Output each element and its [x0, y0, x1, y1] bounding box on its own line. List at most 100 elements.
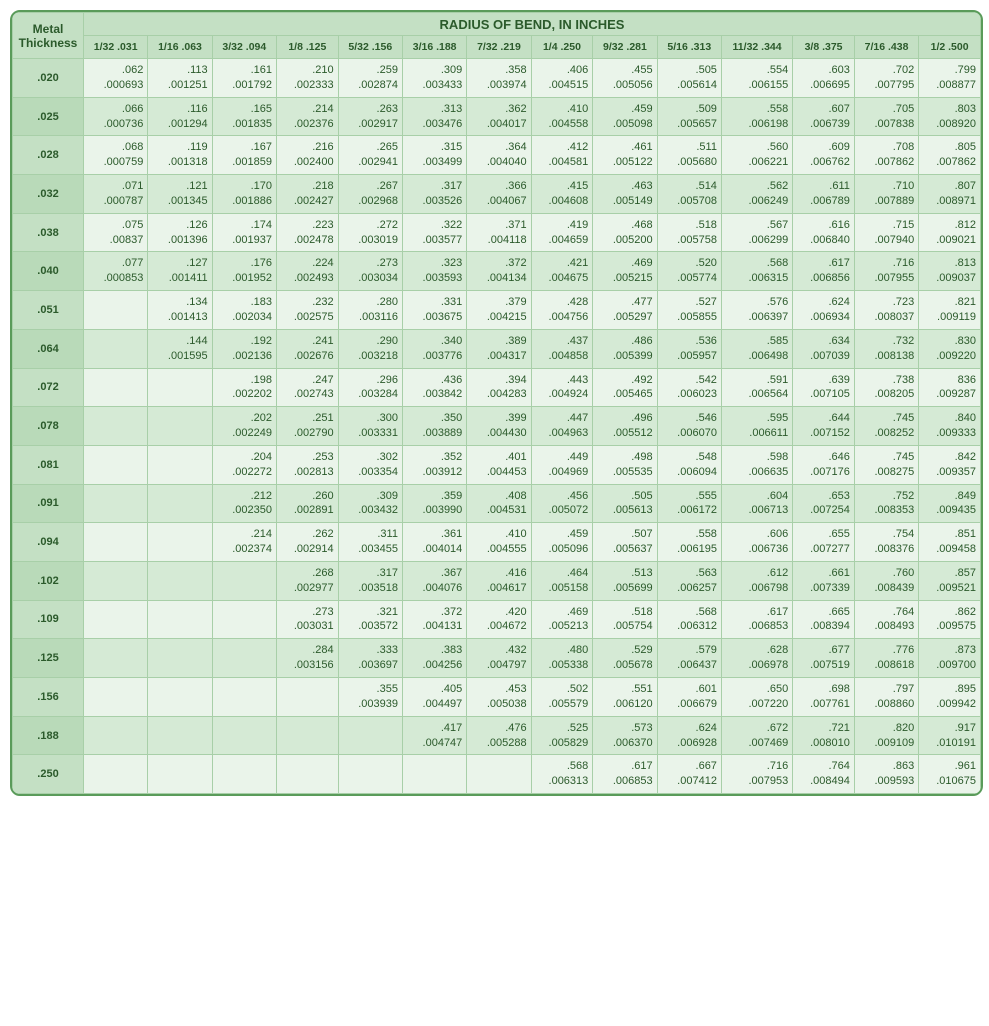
column-header: 9/32 .281 — [593, 36, 657, 59]
data-cell: .760.008439 — [854, 561, 918, 600]
data-cell: .611.006789 — [793, 175, 855, 214]
data-cell: .617.006856 — [793, 252, 855, 291]
data-cell: .812.009021 — [919, 213, 981, 252]
cell-value-top: .661 — [795, 566, 850, 581]
cell-value-top: .857 — [921, 566, 976, 581]
cell-value-bottom: .009458 — [921, 542, 976, 557]
cell-value-top: .453 — [469, 682, 526, 697]
cell-value-bottom: .002968 — [341, 194, 398, 209]
data-cell: .113.001251 — [148, 59, 212, 98]
cell-value-top: .253 — [279, 450, 334, 465]
data-cell: .653.007254 — [793, 484, 855, 523]
cell-value-bottom: .005708 — [660, 194, 717, 209]
data-cell: .321.003572 — [338, 600, 402, 639]
cell-value-top: .241 — [279, 334, 334, 349]
cell-value-bottom: .006789 — [795, 194, 850, 209]
data-cell: .212.002350 — [212, 484, 276, 523]
cell-value-top: .321 — [341, 605, 398, 620]
thickness-cell: .109 — [13, 600, 84, 639]
data-cell: .607.006739 — [793, 97, 855, 136]
cell-value-bottom: .002977 — [279, 581, 334, 596]
cell-value-bottom: .006437 — [660, 658, 717, 673]
data-cell: .710.007889 — [854, 175, 918, 214]
data-cell: .253.002813 — [276, 445, 338, 484]
cell-value-top: .492 — [595, 373, 652, 388]
cell-value-bottom: .007955 — [857, 271, 914, 286]
cell-value-top: .563 — [660, 566, 717, 581]
data-cell: .708.007862 — [854, 136, 918, 175]
data-cell — [84, 523, 148, 562]
data-cell: .555.006172 — [657, 484, 721, 523]
cell-value-bottom: .004659 — [534, 233, 589, 248]
data-cell: .453.005038 — [467, 678, 531, 717]
cell-value-bottom: .005200 — [595, 233, 652, 248]
cell-value-top: .716 — [724, 759, 788, 774]
data-cell: .745.008252 — [854, 407, 918, 446]
cell-value-bottom: .007469 — [724, 736, 788, 751]
cell-value-bottom: .007277 — [795, 542, 850, 557]
cell-value-top: .830 — [921, 334, 976, 349]
data-cell: .198.002202 — [212, 368, 276, 407]
cell-value-bottom: .005758 — [660, 233, 717, 248]
cell-value-bottom: .003776 — [405, 349, 462, 364]
data-cell: .573.006370 — [593, 716, 657, 755]
cell-value-top: .849 — [921, 489, 976, 504]
thickness-cell: .125 — [13, 639, 84, 678]
cell-value-top: .461 — [595, 140, 652, 155]
cell-value-top: .333 — [341, 643, 398, 658]
cell-value-bottom: .009021 — [921, 233, 976, 248]
cell-value-top: .174 — [215, 218, 272, 233]
cell-value-top: .317 — [405, 179, 462, 194]
data-cell: .851.009458 — [919, 523, 981, 562]
cell-value-top: .624 — [660, 721, 717, 736]
cell-value-bottom: .005512 — [595, 426, 652, 441]
data-cell — [84, 716, 148, 755]
cell-value-bottom: .003019 — [341, 233, 398, 248]
cell-value-top: .218 — [279, 179, 334, 194]
data-cell: .062.000693 — [84, 59, 148, 98]
cell-value-bottom: .005829 — [534, 736, 589, 751]
thickness-cell: .094 — [13, 523, 84, 562]
cell-value-bottom: .000759 — [86, 155, 143, 170]
cell-value-bottom: .008493 — [857, 619, 914, 634]
data-cell: .568.006313 — [531, 755, 593, 794]
cell-value-bottom: .002790 — [279, 426, 334, 441]
cell-value-top: .428 — [534, 295, 589, 310]
cell-value-bottom: .005338 — [534, 658, 589, 673]
cell-value-top: .527 — [660, 295, 717, 310]
cell-value-bottom: .009119 — [921, 310, 976, 325]
data-cell: .562.006249 — [721, 175, 792, 214]
cell-value-bottom: .001294 — [150, 117, 207, 132]
data-cell — [212, 755, 276, 794]
data-cell: .421.004675 — [531, 252, 593, 291]
thickness-cell: .188 — [13, 716, 84, 755]
cell-value-top: .617 — [795, 256, 850, 271]
cell-value-bottom: .008394 — [795, 619, 850, 634]
data-cell: .480.005338 — [531, 639, 593, 678]
cell-value-bottom: .002813 — [279, 465, 334, 480]
cell-value-bottom: .006172 — [660, 503, 717, 518]
cell-value-top: .606 — [724, 527, 788, 542]
data-cell: .502.005579 — [531, 678, 593, 717]
cell-value-top: .367 — [405, 566, 462, 581]
table-body: .020.062.000693.113.001251.161.001792.21… — [13, 59, 981, 794]
data-cell: .723.008037 — [854, 291, 918, 330]
data-cell: .126.001396 — [148, 213, 212, 252]
cell-value-top: .415 — [534, 179, 589, 194]
cell-value-top: .604 — [724, 489, 788, 504]
cell-value-bottom: .004747 — [405, 736, 462, 751]
data-cell: .715.007940 — [854, 213, 918, 252]
cell-value-top: .760 — [857, 566, 914, 581]
cell-value-bottom: .009942 — [921, 697, 976, 712]
data-cell: .797.008860 — [854, 678, 918, 717]
cell-value-top: .917 — [921, 721, 976, 736]
data-cell: .805.007862 — [919, 136, 981, 175]
cell-value-top: .568 — [534, 759, 589, 774]
thickness-cell: .102 — [13, 561, 84, 600]
data-cell: .447.004963 — [531, 407, 593, 446]
cell-value-bottom: .007889 — [857, 194, 914, 209]
cell-value-bottom: .002400 — [279, 155, 334, 170]
cell-value-bottom: .006313 — [534, 774, 589, 789]
cell-value-bottom: .003572 — [341, 619, 398, 634]
data-cell: .554.006155 — [721, 59, 792, 98]
